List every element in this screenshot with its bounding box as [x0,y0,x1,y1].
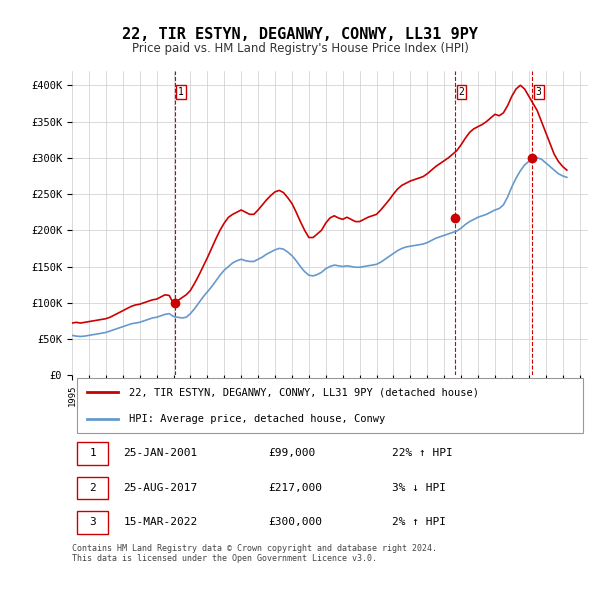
Text: 22% ↑ HPI: 22% ↑ HPI [392,448,452,458]
Text: 15-MAR-2022: 15-MAR-2022 [124,517,198,527]
Text: 2% ↑ HPI: 2% ↑ HPI [392,517,446,527]
Text: 22, TIR ESTYN, DEGANWY, CONWY, LL31 9PY: 22, TIR ESTYN, DEGANWY, CONWY, LL31 9PY [122,27,478,41]
Text: HPI: Average price, detached house, Conwy: HPI: Average price, detached house, Conw… [129,414,385,424]
FancyBboxPatch shape [77,477,108,499]
Text: 22, TIR ESTYN, DEGANWY, CONWY, LL31 9PY (detached house): 22, TIR ESTYN, DEGANWY, CONWY, LL31 9PY … [129,387,479,397]
Text: Price paid vs. HM Land Registry's House Price Index (HPI): Price paid vs. HM Land Registry's House … [131,42,469,55]
Text: 25-AUG-2017: 25-AUG-2017 [124,483,198,493]
Text: 3: 3 [536,87,542,97]
FancyBboxPatch shape [77,442,108,464]
FancyBboxPatch shape [77,378,583,433]
Text: £217,000: £217,000 [268,483,322,493]
FancyBboxPatch shape [77,511,108,533]
Text: 3: 3 [89,517,96,527]
Text: £99,000: £99,000 [268,448,316,458]
Text: Contains HM Land Registry data © Crown copyright and database right 2024.
This d: Contains HM Land Registry data © Crown c… [72,544,437,563]
Text: 25-JAN-2001: 25-JAN-2001 [124,448,198,458]
Text: £300,000: £300,000 [268,517,322,527]
Text: 2: 2 [89,483,96,493]
Text: 1: 1 [89,448,96,458]
Text: 1: 1 [178,87,184,97]
Text: 3% ↓ HPI: 3% ↓ HPI [392,483,446,493]
Text: 2: 2 [458,87,464,97]
